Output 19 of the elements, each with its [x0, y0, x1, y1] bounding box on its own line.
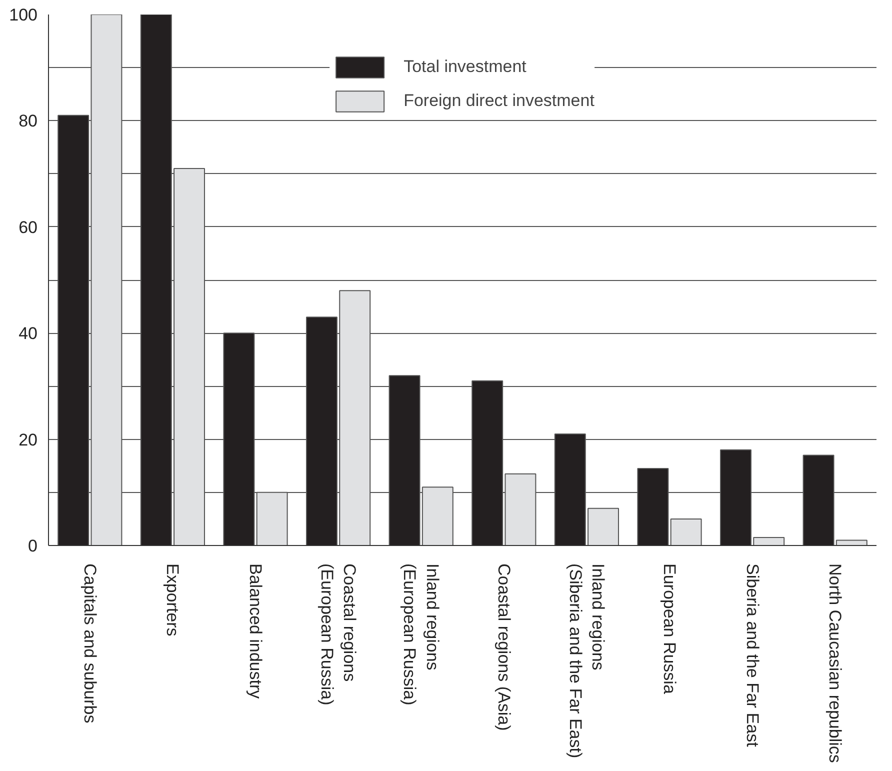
y-tick-label: 40 [18, 324, 38, 344]
x-tick-label: Coastal regions (European Russia) [317, 564, 360, 706]
y-tick-label: 80 [18, 112, 38, 131]
y-tick-label: 20 [18, 430, 38, 450]
bar [670, 518, 702, 546]
legend-label: Foreign direct investment [404, 91, 594, 111]
x-tick-label: Coastal regions (Asia) [494, 564, 514, 731]
x-tick-label: European Russia [660, 564, 679, 694]
x-tick-label: Siberia and the Far East [742, 564, 762, 748]
x-tick-label: Capitals and suburbs [80, 564, 100, 724]
y-tick-label: 0 [28, 536, 38, 556]
y-tick-label: 60 [18, 218, 38, 237]
x-tick-label: Inland regions (Siberia and the Far East) [566, 564, 608, 758]
x-tick-label: Exporters [163, 564, 182, 636]
y-tick-label: 100 [9, 6, 38, 24]
x-tick-label: North Caucasian republics [826, 564, 845, 763]
legend-label: Total investment [404, 57, 526, 77]
x-tick-label: Inland regions (European Russia) [400, 564, 442, 706]
x-tick-label: Balanced industry [246, 564, 265, 700]
